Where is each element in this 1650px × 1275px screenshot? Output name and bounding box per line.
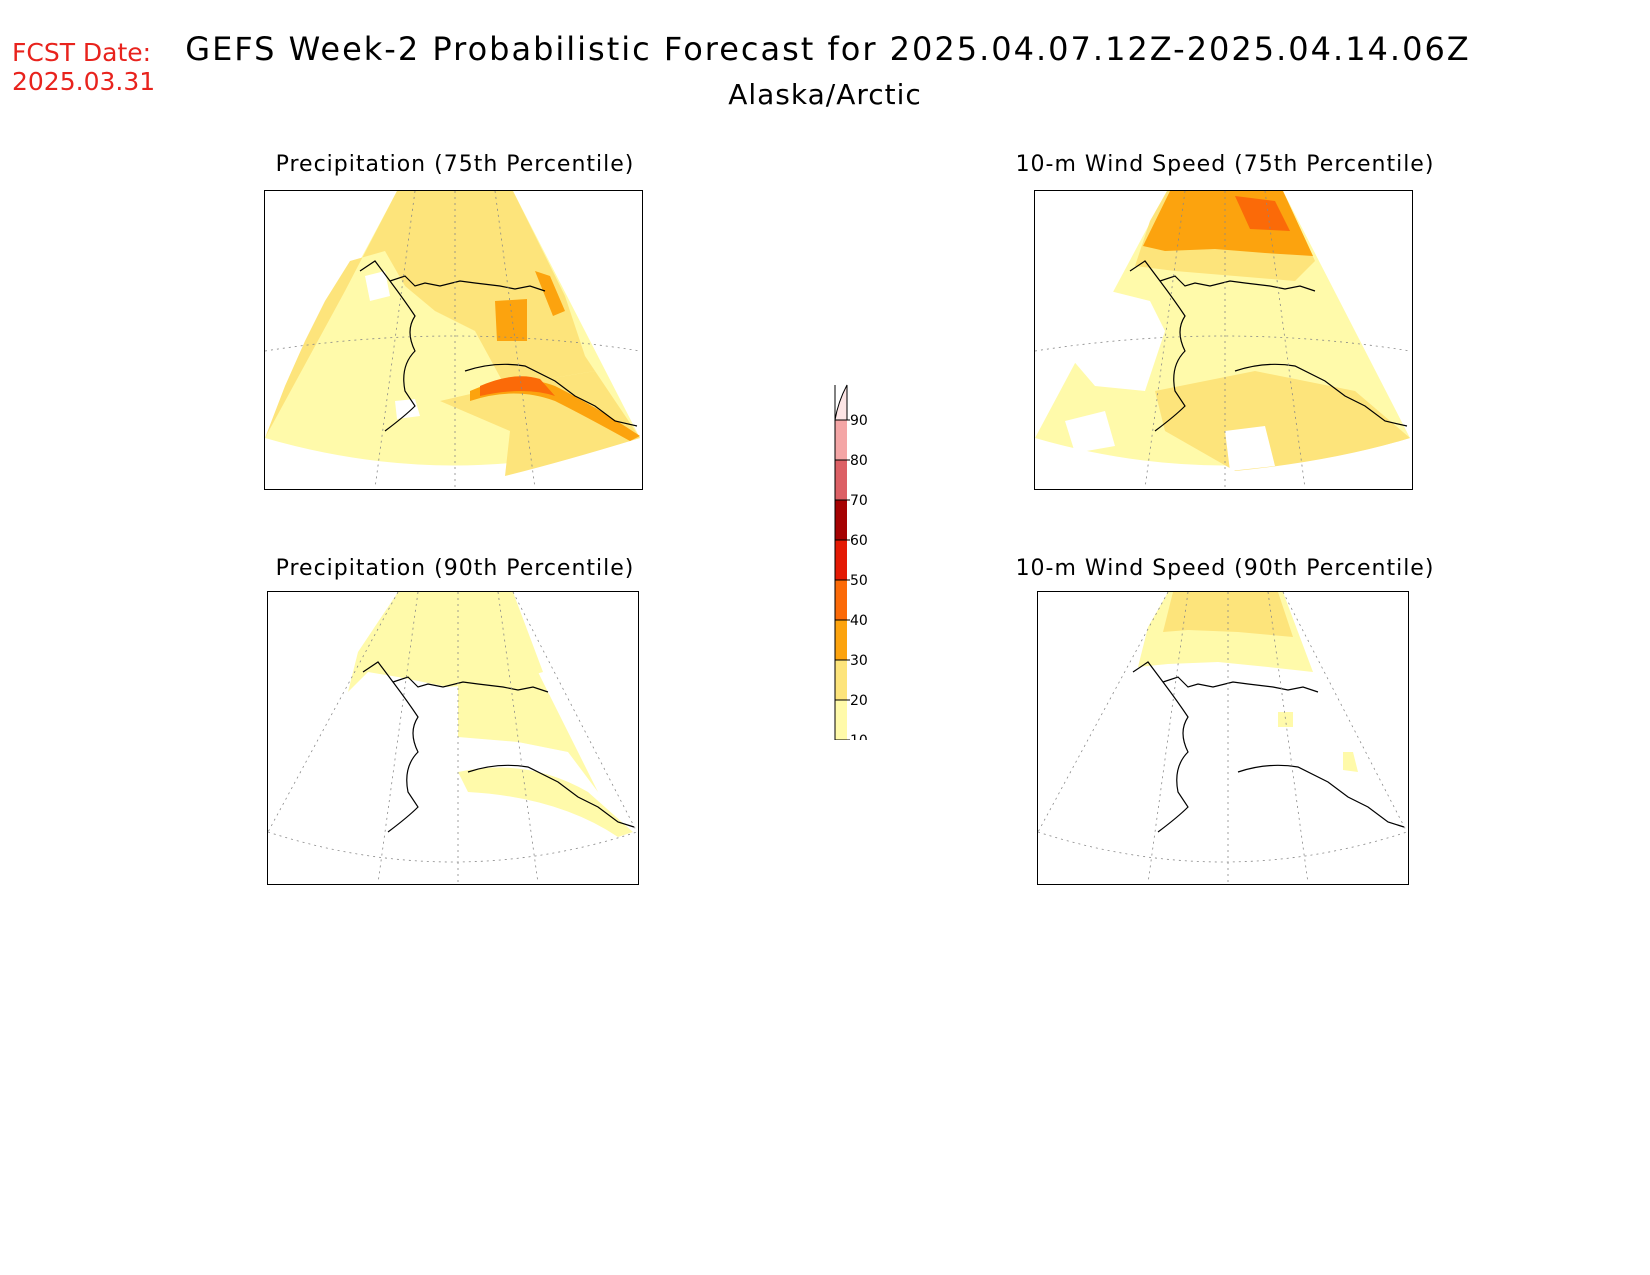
- colorbar-tick-label: 40: [850, 613, 868, 629]
- colorbar-tick-label: 60: [850, 533, 868, 549]
- main-title: GEFS Week-2 Probabilistic Forecast for 2…: [0, 30, 1650, 68]
- map-precip-90: [268, 592, 637, 883]
- shade-20-north: [1163, 592, 1293, 637]
- map-wind-75: [1035, 191, 1411, 488]
- colorbar-swatch: [834, 384, 848, 421]
- shade-40-north: [1235, 196, 1290, 231]
- map-panel-wind-75: [1034, 190, 1413, 490]
- shade-white-sw: [1065, 411, 1115, 453]
- colorbar-swatch: [835, 500, 847, 540]
- colorbar-swatch: [835, 620, 847, 660]
- coastline: [362, 661, 635, 833]
- colorbar-swatch: [835, 540, 847, 580]
- shade-40-band: [480, 376, 555, 396]
- graticule: [1038, 592, 1407, 883]
- shade-white-west: [365, 271, 390, 301]
- colorbar-svg: 10 20 30 40 50 60 70 80 90: [834, 384, 868, 779]
- main-title-text: GEFS Week-2 Probabilistic Forecast for 2…: [185, 30, 1471, 68]
- colorbar-tick-label: 10: [850, 733, 868, 740]
- shade-10-north: [348, 592, 543, 692]
- colorbar-swatch: [835, 460, 847, 500]
- shade-10-south: [458, 767, 633, 837]
- coastline: [359, 260, 638, 432]
- coastline: [1132, 661, 1405, 833]
- panel-title-precip-90: Precipitation (90th Percentile): [275, 556, 635, 581]
- subtitle: Alaska/Arctic: [728, 78, 922, 111]
- fcst-date-label: FCST Date:: [12, 38, 152, 67]
- fcst-date-value: 2025.03.31: [12, 67, 156, 96]
- forecast-date-block: FCST Date: 2025.03.31: [12, 38, 155, 96]
- shade-20-south: [440, 371, 640, 476]
- map-wind-90: [1038, 592, 1407, 883]
- shade-20-north: [265, 191, 595, 438]
- colorbar-tick-label: 20: [850, 693, 868, 709]
- colorbar-tick-label: 90: [850, 413, 868, 429]
- shade-30-patch: [495, 299, 527, 341]
- shade-10-patch-2: [1343, 752, 1358, 772]
- graticule: [268, 592, 637, 883]
- colorbar-swatch: [835, 580, 847, 620]
- panel-title-wind-90: 10-m Wind Speed (90th Percentile): [1015, 556, 1435, 581]
- shade-30-east: [535, 271, 565, 316]
- colorbar-tick-label: 30: [850, 653, 868, 669]
- panel-title-wind-75: 10-m Wind Speed (75th Percentile): [1015, 152, 1435, 177]
- colorbar-swatch: [835, 660, 847, 700]
- colorbar-tick-label: 80: [850, 453, 868, 469]
- colorbar-swatch: [835, 700, 847, 740]
- colorbar: 10 20 30 40 50 60 70 80 90: [810, 330, 870, 779]
- colorbar-tick-label: 70: [850, 493, 868, 509]
- shade-30-north: [1143, 191, 1313, 256]
- map-panel-precip-75: [264, 190, 643, 490]
- shade-10-east: [458, 672, 598, 792]
- shade-10-patch-1: [1278, 712, 1293, 727]
- shade-white-south: [1225, 426, 1275, 471]
- panel-title-precip-75: Precipitation (75th Percentile): [275, 152, 635, 177]
- coastline: [1129, 260, 1408, 432]
- colorbar-tick-label: 50: [850, 573, 868, 589]
- map-precip-75: [265, 191, 641, 488]
- shade-white-west: [1065, 291, 1165, 391]
- map-panel-precip-90: [267, 591, 639, 885]
- colorbar-swatch: [835, 420, 847, 460]
- map-panel-wind-90: [1037, 591, 1409, 885]
